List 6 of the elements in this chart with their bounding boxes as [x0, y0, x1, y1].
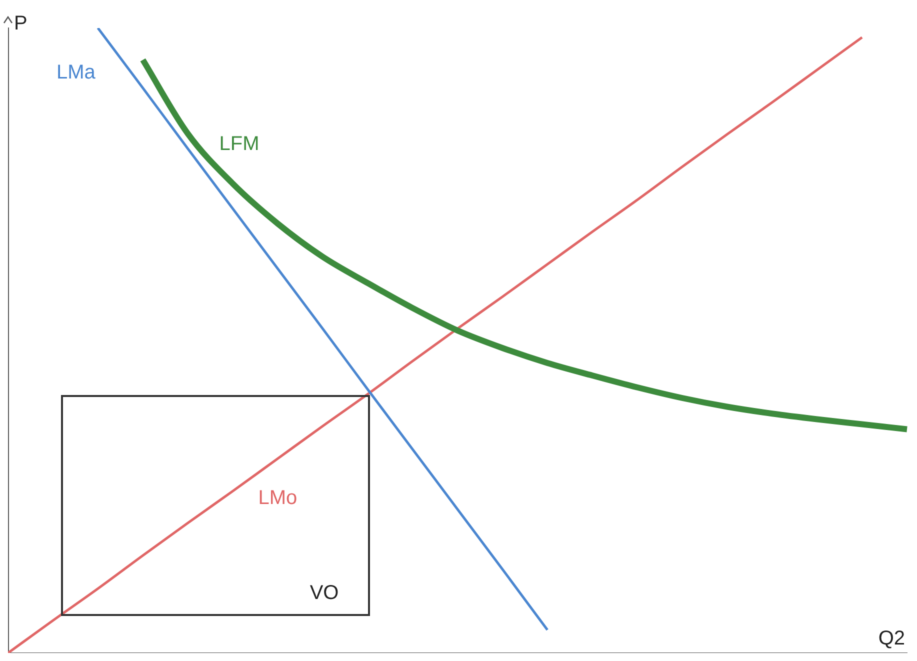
- x-axis-title: Q2: [878, 628, 905, 650]
- series-label: LMa: [56, 62, 96, 84]
- y-axis-title: P: [14, 12, 28, 35]
- series-label: LFM: [219, 133, 260, 156]
- series-label: LMo: [258, 487, 298, 510]
- annotation: VO: [310, 582, 339, 606]
